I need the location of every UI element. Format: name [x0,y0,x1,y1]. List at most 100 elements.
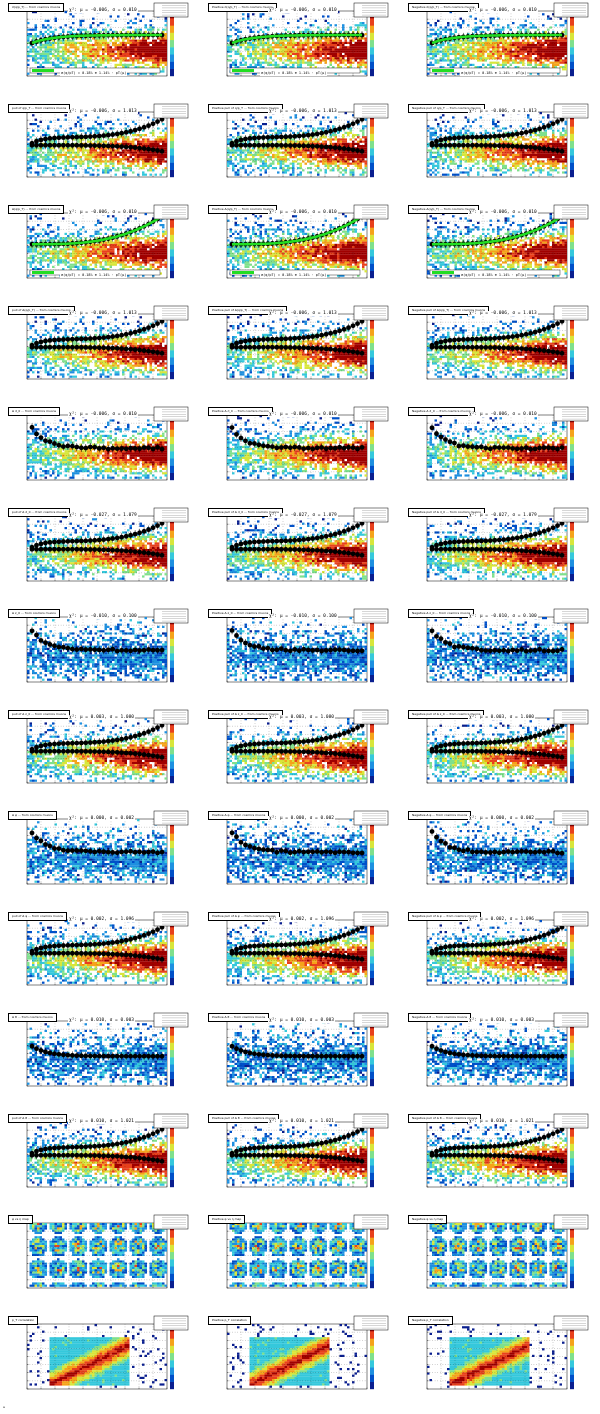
chart-title: Negative p_T correlation [408,1316,453,1325]
profile-markers [229,626,365,656]
color-scale [370,1324,374,1390]
fit-summary-label: χ²: μ = -0.006, σ = 0.010 [468,412,538,417]
stats-box [353,810,389,826]
axis-ticks [426,313,568,380]
grid-lines [27,11,167,76]
chart-panel: Negative p_T correlation [400,1313,600,1414]
grid-lines [27,1324,167,1389]
axis-ticks [426,1121,568,1188]
chart-svg [226,406,389,481]
fit-curve [431,33,562,45]
chart-panel: p_T correlation [0,1313,200,1414]
grid-lines [427,1324,567,1389]
chart-title: Negative Δ φ ... from cosmics muons [408,811,472,820]
profile-markers [29,519,165,560]
color-scale [570,11,574,77]
heatmap-cells [427,617,567,681]
stats-box [353,608,389,624]
stats-box [153,2,189,18]
chart-panel: Positive Δ z_0 ... from cosmics muons χ²:… [200,606,400,707]
heatmap-cells [427,1324,567,1388]
chart-svg [226,1315,389,1390]
stats-box [553,2,589,18]
axis-ticks [26,919,168,986]
chart-panel: Negative Δ θ ... from cosmics muons χ²: μ… [400,1010,600,1111]
profile-markers [229,923,365,964]
profile-markers [229,317,365,358]
profile-markers [29,828,165,857]
stats-box [553,507,589,523]
fit-summary-label: χ²: μ = -0.006, σ = 1.013 [268,109,338,114]
axis-ticks [226,414,368,481]
chart-svg [426,709,589,784]
stats-box [153,507,189,523]
fit-summary-label: χ²: μ = -0.006, σ = 1.013 [68,311,138,316]
chart-svg [426,1012,589,1087]
grid-lines [227,617,367,682]
profile-markers [229,828,365,857]
color-scale [370,415,374,481]
color-scale [370,1223,374,1289]
chart-svg [226,507,389,582]
chart-title: Positive Δ θ ... from cosmics muons [208,1013,270,1022]
chart-panel: σ(q/p_T) ... from cosmics muons χ²: μ = -… [0,0,200,101]
chart-svg [426,911,589,986]
axis-ticks [26,414,168,481]
stats-box [553,608,589,624]
chart-panel: Negative Δ φ ... from cosmics muons χ²: μ… [400,808,600,909]
color-scale [370,617,374,683]
grid-lines [27,617,167,682]
chart-svg [26,1012,189,1087]
stats-box [353,1214,389,1230]
chart-svg [426,103,589,178]
color-scale [170,11,174,77]
chart-svg [26,1113,189,1188]
color-scale [570,112,574,178]
axis-ticks [226,616,368,683]
color-scale [370,819,374,885]
chart-title: Negative pull of Δ z_0 ... from cosmics … [408,710,485,719]
color-scale [370,213,374,279]
profile-markers [229,115,365,156]
stats-box [353,507,389,523]
chart-panel: Positive p_T correlation [200,1313,400,1414]
chart-panel: Negative pull of Δ φ ... from cosmics mu… [400,909,600,1010]
chart-panel: Positive pull of Δ θ ... from cosmics mu… [200,1111,400,1212]
axis-ticks [226,515,368,582]
fit-summary-label: χ²: μ = -0.006, σ = 1.013 [68,109,138,114]
chart-panel: pull of q/p_T ... from cosmics muons χ²: … [0,101,200,202]
fit-summary-label: χ²: μ = 0.002, σ = 1.096 [68,917,136,922]
color-scale [570,415,574,481]
axis-ticks [426,111,568,178]
grid-lines [227,11,367,76]
grid-lines [227,819,367,884]
fit-legend-swatch [432,69,454,72]
heatmap-cells [429,1223,567,1287]
chart-title: Positive pull of Δ θ ... from cosmics mu… [208,1114,280,1123]
stats-box [153,1214,189,1230]
stats-box [553,709,589,725]
chart-title: Positive σ(q/p_T) ... from cosmics muons [208,3,277,12]
fit-summary-label: χ²: μ = 0.010, σ = 0.003 [68,1018,136,1023]
chart-panel: Negative Δ z_0 ... from cosmics muons χ²:… [400,606,600,707]
axis-ticks [426,1020,568,1087]
stats-box [153,911,189,927]
profile-markers [429,626,565,656]
fit-legend-swatch [232,69,254,72]
color-scale [570,314,574,380]
chart-panel: Negative σ(q/p_T) ... from cosmics muons… [400,0,600,101]
chart-title: Positive φ vs η map [208,1215,246,1224]
fit-summary-label: χ²: μ = -0.027, σ = 1.079 [468,513,538,518]
chart-panel: Δ θ ... from cosmics muons χ²: μ = 0.010,… [0,1010,200,1111]
chart-panel: Positive Δ φ ... from cosmics muons χ²: μ… [200,808,400,909]
stats-box [553,204,589,220]
profile-markers [229,423,365,453]
chart-svg [226,204,389,279]
heatmap-cells [27,213,167,277]
chart-svg [426,507,589,582]
grid-lines [427,1223,567,1288]
heatmap-cells [227,1021,367,1085]
chart-panel: Positive pull of Δ(q/p_T) ... from cosmi… [200,303,400,404]
fit-legend-swatch [432,271,454,274]
fit-legend-label: σ(q/pT) = 0.18% ⊕ 1.14% · pT(μ) [60,273,128,278]
